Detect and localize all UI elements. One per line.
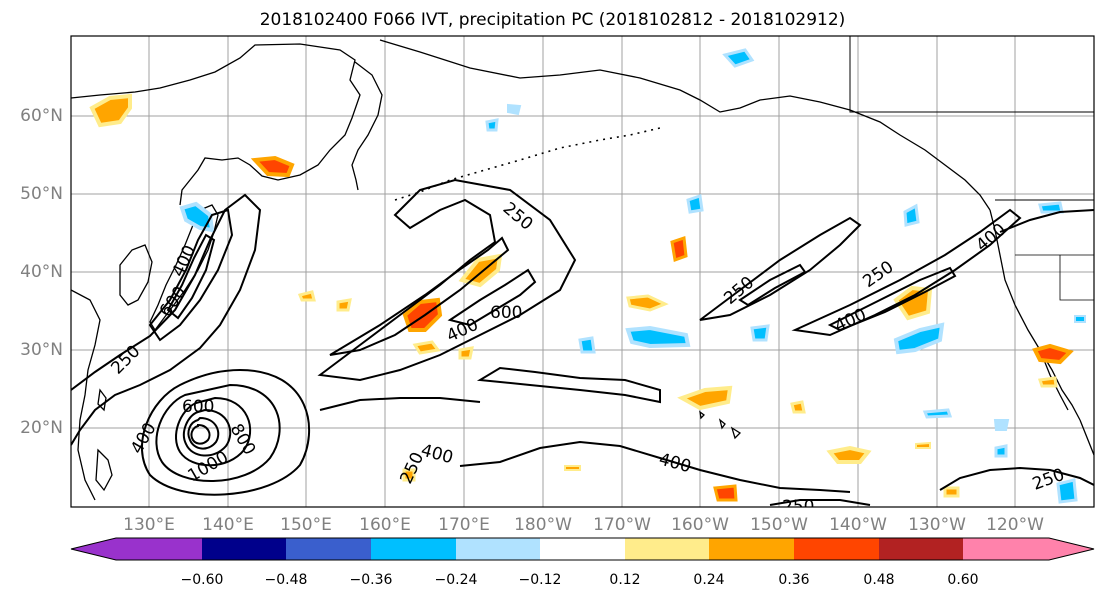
lat-label: 20°N [20, 418, 63, 438]
lon-label: 160°E [359, 515, 411, 535]
lon-label: 140°W [829, 515, 887, 535]
colorbar-tick-label: 0.48 [863, 572, 895, 588]
map-frame [70, 35, 1095, 508]
lon-label: 170°W [593, 515, 651, 535]
chart-title: 2018102400 F066 IVT, precipitation PC (2… [259, 10, 846, 30]
colorbar-tick-label: −0.36 [349, 572, 393, 588]
colorbar-tick-label: −0.12 [518, 572, 562, 588]
colorbar-tick-label: −0.48 [264, 572, 308, 588]
colorbar-segment [540, 538, 626, 560]
colorbar-tick-label: 0.60 [947, 572, 979, 588]
colorbar-tick-label: 0.24 [693, 572, 725, 588]
colorbar-tick-label: 0.36 [778, 572, 810, 588]
contour-label: 600 [182, 397, 214, 417]
lat-label: 50°N [20, 184, 63, 204]
lon-label: 140°E [202, 515, 254, 535]
colorbar-segment [625, 538, 710, 560]
colorbar-extend-high [1049, 538, 1094, 560]
precip-shading [89, 48, 1086, 504]
colorbar-segment [963, 538, 1050, 560]
lon-label: 130°W [908, 515, 966, 535]
colorbar-tick-label: −0.60 [180, 572, 224, 588]
colorbar-segment [794, 538, 880, 560]
colorbar-tick-label: −0.24 [434, 572, 478, 588]
colorbar-segment [286, 538, 372, 560]
gridlines [71, 36, 1094, 507]
colorbar-segment [709, 538, 795, 560]
lat-label: 40°N [20, 262, 63, 282]
colorbar-segment [371, 538, 457, 560]
colorbar-segment [879, 538, 964, 560]
contour-label: 600 [490, 303, 522, 323]
colorbar-segment [116, 538, 203, 560]
lon-label: 180°W [514, 515, 572, 535]
ivt-contours [71, 178, 1094, 506]
lon-label: 150°W [750, 515, 808, 535]
colorbar-segment [202, 538, 287, 560]
lon-label: 120°W [986, 515, 1044, 535]
coastlines [71, 36, 1094, 501]
lat-label: 60°N [20, 106, 63, 126]
colorbar-segment [456, 538, 541, 560]
contour-label: 250 [782, 497, 814, 517]
lon-label: 170°E [438, 515, 490, 535]
lon-label: 150°E [280, 515, 332, 535]
colorbar-tick-label: 0.12 [609, 572, 641, 588]
colorbar-extend-low [71, 538, 116, 560]
colorbar [70, 537, 1095, 561]
colorbar-outline [70, 537, 1095, 561]
lat-label: 30°N [20, 340, 63, 360]
lon-label: 130°E [123, 515, 175, 535]
lon-label: 160°W [671, 515, 729, 535]
